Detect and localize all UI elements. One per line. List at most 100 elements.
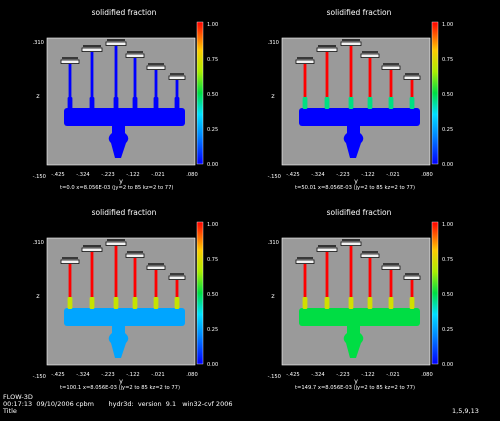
colorbar [196,21,204,165]
cap-6 [168,75,186,80]
chart-panel-3: solidified fraction .310 z -.150 -.425 -.324 -… [32,208,218,391]
x-tick-label: -.122 [361,172,374,178]
x-tick-label: .080 [421,372,433,378]
gate-1 [67,97,73,109]
finger-4 [368,58,372,98]
sprue [343,326,364,358]
y-top-label: .310 [267,40,279,46]
finger-2 [90,52,94,98]
chart-title: solidified fraction [92,208,157,217]
cap-5 [381,65,401,70]
cap-1 [295,259,315,264]
x-tick-label: -.122 [126,172,139,178]
gate-2 [89,297,95,309]
gate-5 [153,297,159,309]
finger-5 [389,270,393,298]
time-caption: t=0.0 x=8.056E-03 (jy=2 to 85 kz=2 to 77… [60,185,173,191]
x-axis-label: y [119,377,123,385]
x-tick-label: .080 [421,172,433,178]
chart-title: solidified fraction [327,8,392,17]
x-axis-label: y [119,177,123,185]
gate-4 [367,97,373,109]
finger-5 [154,70,158,98]
finger-1 [303,64,307,98]
footer-page-ref: 1,5,9,13 [452,407,479,415]
gate-2 [324,97,330,109]
runner-plate [299,308,420,326]
finger-1 [68,64,72,98]
finger-4 [368,258,372,298]
cap-6 [403,275,421,280]
x-tick-label: -.223 [101,172,114,178]
gate-3 [348,97,354,109]
finger-6 [175,80,179,98]
colorbar-tick-label: 1.00 [207,222,218,228]
gate-6 [409,297,415,309]
colorbar-tick-label: 0.00 [207,162,218,168]
colorbar-tick-label: 0.75 [207,57,218,63]
finger-5 [154,270,158,298]
colorbar-tick-label: 0.25 [442,327,453,333]
y-axis-label: z [271,92,275,100]
finger-2 [325,52,329,98]
gate-2 [324,297,330,309]
cap-6 [403,75,421,80]
gate-4 [132,97,138,109]
finger-3 [349,246,353,298]
x-tick-label: -.021 [386,372,399,378]
colorbar [196,221,204,365]
sprue [108,126,129,158]
colorbar-tick-label: 1.00 [442,22,453,28]
x-tick-label: -.425 [51,172,64,178]
gate-1 [302,97,308,109]
time-caption: t=100.1 x=8.056E-03 (jy=2 to 85 kz=2 to … [60,385,180,391]
finger-2 [325,252,329,298]
x-tick-label: -.425 [51,372,64,378]
chart-title: solidified fraction [92,8,157,17]
y-top-label: .310 [32,240,44,246]
runner-plate [64,108,185,126]
time-caption: t=50.01 x=8.056E-03 (jy=2 to 85 kz=2 to … [295,185,415,191]
colorbar-tick-label: 0.00 [207,362,218,368]
x-axis-label: y [354,177,358,185]
sprue [343,126,364,158]
gate-4 [367,297,373,309]
runner-plate [299,108,420,126]
finger-6 [410,80,414,98]
cap-3 [105,41,127,46]
x-tick-label: -.021 [151,172,164,178]
colorbar [431,21,439,165]
x-tick-label: -.223 [336,372,349,378]
cap-4 [360,53,380,58]
y-top-label: .310 [267,240,279,246]
y-axis-label: z [36,92,40,100]
finger-6 [175,280,179,298]
cap-3 [340,41,362,46]
time-caption: t=149.7 x=8.056E-03 (jy=2 to 85 kz=2 to … [295,385,415,391]
cap-4 [360,253,380,258]
x-tick-label: -.021 [386,172,399,178]
cap-3 [105,241,127,246]
x-start-label: -.150 [268,174,281,180]
x-tick-label: -.324 [311,372,325,378]
x-tick-label: -.324 [76,172,90,178]
cap-6 [168,275,186,280]
chart-title: solidified fraction [327,208,392,217]
x-start-label: -.150 [33,174,46,180]
colorbar-tick-label: 0.75 [442,57,453,63]
gate-5 [153,97,159,109]
colorbar-tick-label: 0.25 [207,327,218,333]
cap-2 [316,247,338,252]
gate-2 [89,97,95,109]
x-tick-label: .080 [186,172,198,178]
cap-5 [146,265,166,270]
colorbar-tick-label: 1.00 [442,222,453,228]
x-tick-label: -.122 [126,372,139,378]
runner-plate [64,308,185,326]
colorbar-tick-label: 0.25 [442,127,453,133]
gate-5 [388,297,394,309]
cap-1 [295,59,315,64]
cap-3 [340,241,362,246]
footer-title: Title [3,407,17,415]
